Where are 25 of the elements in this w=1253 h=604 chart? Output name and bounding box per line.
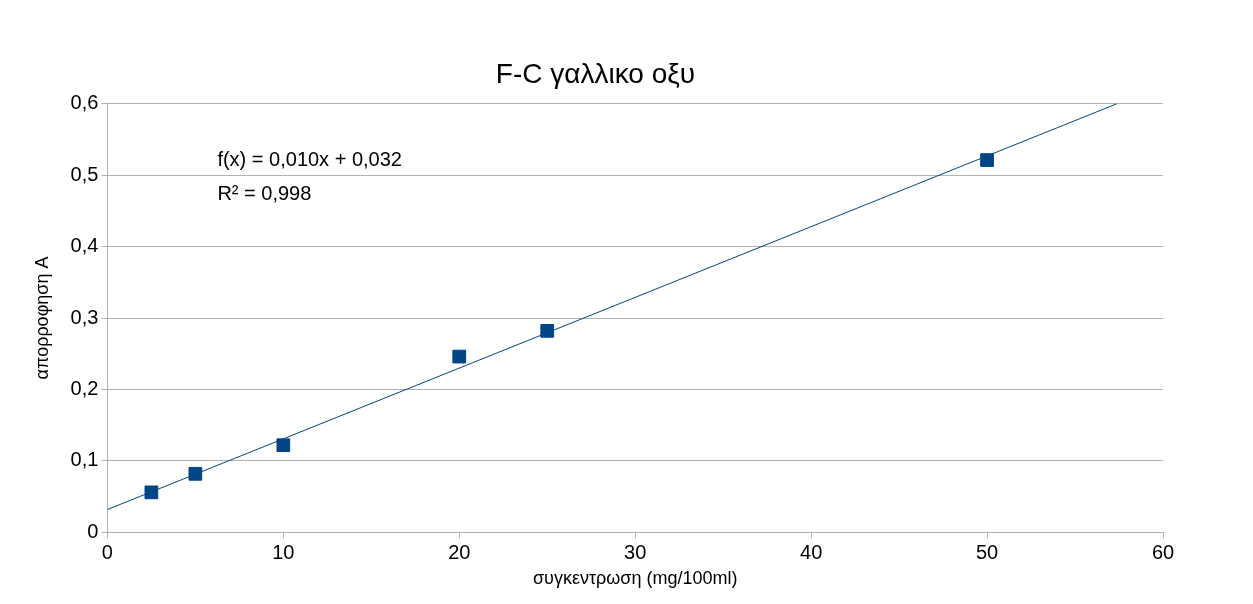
annotation: R² = 0,998 xyxy=(217,182,312,205)
x-tick-label: 10 xyxy=(272,540,295,563)
y-tick-label: 0,1 xyxy=(70,448,99,471)
y-axis-title: απορροφηση A xyxy=(31,256,52,380)
x-tick-label: 40 xyxy=(800,540,823,563)
x-tick-label: 0 xyxy=(101,540,113,563)
x-tick-label: 30 xyxy=(624,540,647,563)
point xyxy=(188,466,203,481)
y-tick-label: 0,4 xyxy=(70,234,99,257)
y-tick-label: 0,5 xyxy=(70,162,99,185)
chart-title: F-C γαλλικο οξυ xyxy=(495,57,696,89)
x-tick-label: 20 xyxy=(448,540,471,563)
point xyxy=(452,349,467,364)
x-tick-label: 60 xyxy=(1151,540,1175,563)
x-axis-title: συγκεντρωση (mg/100ml) xyxy=(532,568,738,589)
y-tick-label: 0 xyxy=(87,519,99,542)
point xyxy=(144,485,159,500)
point xyxy=(980,153,994,167)
y-tick-label: 0,3 xyxy=(70,305,99,328)
point xyxy=(540,324,555,338)
point xyxy=(276,438,291,453)
y-tick-label: 0,2 xyxy=(70,376,99,399)
annotation: f(x) = 0,010x + 0,032 xyxy=(217,148,402,171)
x-tick-label: 50 xyxy=(975,540,999,563)
y-tick-label: 0,6 xyxy=(70,91,99,114)
